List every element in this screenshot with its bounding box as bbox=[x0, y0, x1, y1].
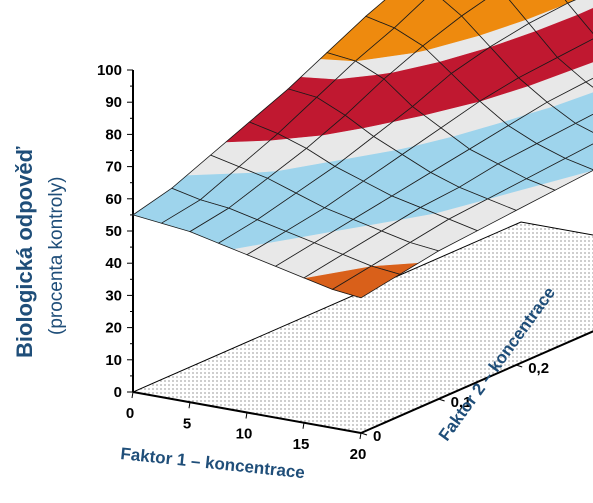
z-tick-mark bbox=[360, 432, 368, 436]
surface-cell bbox=[574, 113, 593, 133]
surface-cell bbox=[334, 136, 403, 182]
z-tick-label: 0,1 bbox=[451, 394, 472, 411]
x-tick-mark bbox=[302, 422, 305, 429]
z-tick-label: 0 bbox=[373, 428, 381, 445]
y-tick-label: 20 bbox=[105, 320, 122, 337]
surface-cell bbox=[344, 78, 414, 138]
x-axis-title: Faktor 1 – koncentrace bbox=[120, 444, 306, 482]
y-tick-label: 40 bbox=[105, 255, 122, 272]
x-tick-mark bbox=[131, 391, 134, 399]
y-tick-label: 100 bbox=[97, 62, 122, 79]
y-tick-label: 90 bbox=[105, 94, 122, 111]
z-tick-mark bbox=[516, 364, 523, 368]
y-tick-label: 70 bbox=[105, 159, 122, 176]
surface-band-patch bbox=[585, 77, 593, 88]
surface-cell bbox=[331, 265, 401, 299]
surface-cell bbox=[507, 101, 577, 145]
y-tick-label: 10 bbox=[105, 352, 122, 369]
z-axis-line bbox=[360, 330, 593, 434]
y-tick-label: 30 bbox=[105, 287, 122, 304]
z-tick-label: 0,2 bbox=[528, 360, 549, 377]
x-tick-mark bbox=[359, 432, 362, 440]
surface-cell bbox=[370, 242, 440, 275]
surface-cell bbox=[302, 253, 373, 290]
y-tick-label: 50 bbox=[105, 223, 122, 240]
z-tick-mark bbox=[438, 398, 445, 402]
y-tick-label: 80 bbox=[105, 126, 122, 143]
y-axis-subtitle: (procenta kontroly) bbox=[46, 177, 67, 335]
surface-cell bbox=[246, 230, 316, 267]
surface-cell bbox=[585, 77, 593, 88]
x-tick-label: 0 bbox=[126, 405, 134, 422]
x-tick-mark bbox=[245, 412, 248, 419]
surface-cell bbox=[266, 147, 336, 194]
x-tick-label: 20 bbox=[350, 446, 367, 463]
x-tick-label: 5 bbox=[183, 415, 191, 432]
x-tick-label: 15 bbox=[293, 436, 310, 453]
surface-cell bbox=[316, 60, 385, 116]
x-tick-label: 10 bbox=[236, 426, 253, 443]
surface-grid-cell bbox=[331, 265, 401, 299]
y-axis-title: Biologická odpověď bbox=[12, 146, 37, 358]
surface-band-patch bbox=[574, 114, 593, 133]
y-tick-label: 60 bbox=[105, 191, 122, 208]
x-tick-mark bbox=[188, 402, 191, 409]
y-tick-label: 0 bbox=[114, 384, 122, 401]
